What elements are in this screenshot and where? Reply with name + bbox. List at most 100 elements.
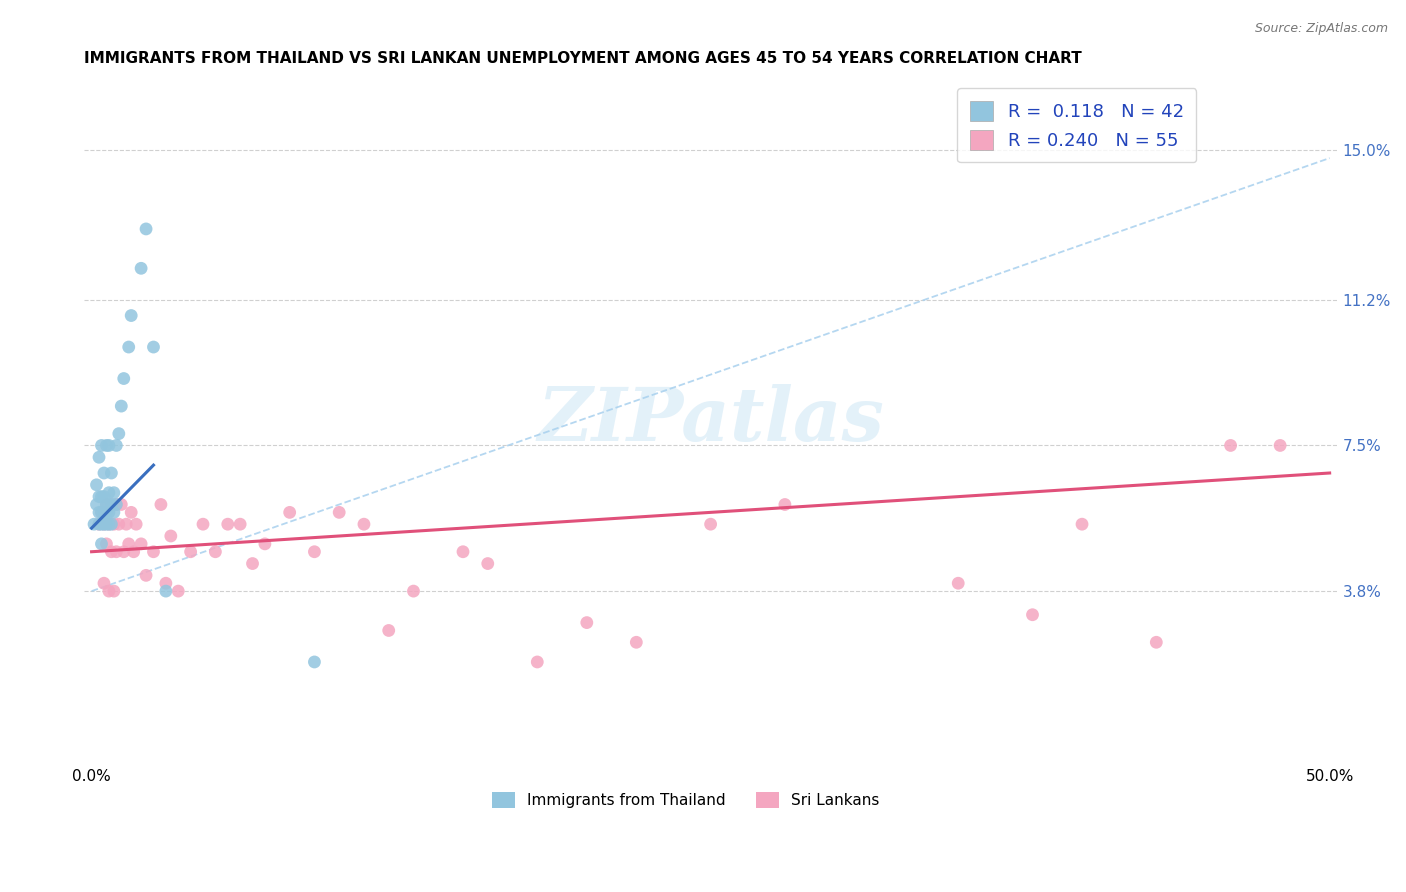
Point (90, 517, 112, 532)
Point (112, 545, 135, 559)
Point (278, 505, 301, 519)
Point (93, 517, 115, 532)
Point (1071, 517, 1094, 532)
Point (204, 545, 226, 559)
Point (1219, 438, 1241, 452)
Point (96, 537, 118, 551)
Point (108, 426, 131, 441)
Point (191, 517, 214, 532)
Point (110, 399, 132, 413)
Point (167, 584, 190, 599)
Point (699, 517, 721, 532)
Point (155, 584, 177, 599)
Point (112, 371, 135, 385)
Point (304, 545, 326, 559)
Point (477, 557, 499, 571)
Point (86, 498, 108, 512)
Point (142, 545, 165, 559)
Point (96, 498, 118, 512)
Point (93, 490, 115, 504)
Point (526, 655, 548, 669)
Point (100, 498, 122, 512)
Point (100, 517, 122, 532)
Point (115, 517, 138, 532)
Point (120, 505, 142, 519)
Point (97, 517, 120, 532)
Point (159, 529, 181, 543)
Text: Source: ZipAtlas.com: Source: ZipAtlas.com (1254, 22, 1388, 36)
Point (97, 505, 120, 519)
Point (105, 438, 128, 452)
Point (103, 584, 125, 599)
Point (93, 505, 115, 519)
Point (93, 576, 115, 591)
Point (100, 545, 122, 559)
Point (110, 498, 132, 512)
Point (242, 557, 264, 571)
Point (90, 438, 112, 452)
Point (377, 624, 399, 638)
Point (773, 498, 796, 512)
Point (97, 517, 120, 532)
Point (253, 537, 276, 551)
Point (86, 478, 108, 492)
Legend: Immigrants from Thailand, Sri Lankans: Immigrants from Thailand, Sri Lankans (485, 786, 886, 814)
Point (180, 545, 202, 559)
Point (103, 485, 125, 500)
Point (87, 517, 110, 532)
Point (402, 584, 425, 599)
Text: ZIPatlas: ZIPatlas (537, 384, 884, 456)
Point (120, 309, 142, 323)
Point (229, 517, 252, 532)
Point (105, 498, 128, 512)
Point (328, 505, 350, 519)
Point (108, 517, 131, 532)
Point (93, 517, 115, 532)
Point (118, 340, 141, 354)
Point (87, 450, 110, 465)
Point (87, 517, 110, 532)
Point (97, 485, 120, 500)
Point (149, 498, 172, 512)
Point (122, 545, 145, 559)
Point (1268, 438, 1291, 452)
Point (90, 490, 112, 504)
Point (142, 340, 165, 354)
Point (948, 576, 970, 591)
Point (129, 537, 152, 551)
Point (451, 545, 474, 559)
Point (1021, 607, 1043, 622)
Point (135, 568, 157, 582)
Point (125, 517, 148, 532)
Point (100, 498, 122, 512)
Point (105, 498, 128, 512)
Point (304, 655, 326, 669)
Point (90, 505, 112, 519)
Point (103, 517, 125, 532)
Point (1144, 635, 1167, 649)
Point (87, 505, 110, 519)
Point (353, 517, 375, 532)
Point (135, 222, 157, 236)
Point (97, 498, 120, 512)
Point (118, 537, 141, 551)
Point (96, 517, 118, 532)
Point (626, 635, 648, 649)
Point (105, 545, 128, 559)
Point (129, 261, 152, 276)
Point (103, 505, 125, 519)
Point (575, 615, 598, 630)
Point (97, 438, 120, 452)
Point (97, 584, 120, 599)
Point (155, 576, 177, 591)
Point (100, 466, 122, 480)
Text: IMMIGRANTS FROM THAILAND VS SRI LANKAN UNEMPLOYMENT AMONG AGES 45 TO 54 YEARS CO: IMMIGRANTS FROM THAILAND VS SRI LANKAN U… (84, 51, 1081, 66)
Point (96, 505, 118, 519)
Point (83, 517, 105, 532)
Point (93, 466, 115, 480)
Point (90, 537, 112, 551)
Point (96, 498, 118, 512)
Point (217, 517, 239, 532)
Point (96, 438, 118, 452)
Point (87, 490, 110, 504)
